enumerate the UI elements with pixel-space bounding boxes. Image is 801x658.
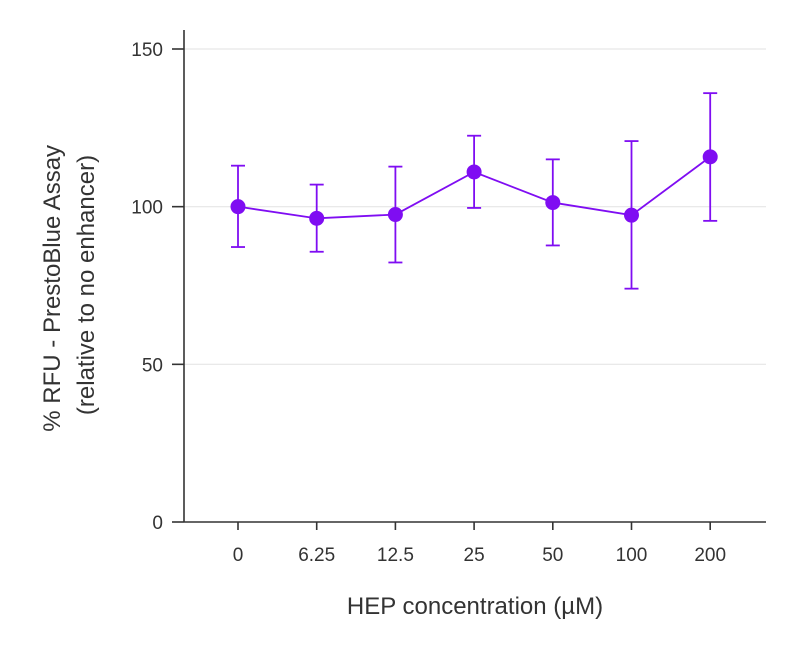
data-point [387, 207, 403, 223]
x-tick-label: 0 [233, 545, 244, 566]
x-axis-ticks: 0 6.25 12.5 25 50 100 200 [233, 522, 726, 566]
y-tick-label: 50 [142, 355, 163, 376]
x-tick-label: 50 [542, 545, 563, 566]
y-tick-label: 0 [152, 513, 163, 534]
y-axis-title-line-2: (relative to no enhancer) [73, 155, 100, 415]
x-axis-title: HEP concentration (µM) [347, 593, 603, 620]
x-tick-label: 25 [464, 545, 485, 566]
y-tick-label: 100 [131, 198, 163, 219]
data-series [230, 149, 718, 226]
data-point [702, 149, 718, 165]
y-axis-ticks: 0 50 100 150 [131, 40, 184, 534]
y-tick-label: 150 [131, 40, 163, 61]
y-axis-title: % RFU - PrestoBlue Assay (relative to no… [39, 138, 100, 431]
data-point [545, 195, 561, 211]
x-tick-label: 100 [616, 545, 648, 566]
error-bars [231, 92, 718, 290]
x-tick-label: 6.25 [298, 545, 335, 566]
y-axis-title-line-1: % RFU - PrestoBlue Assay [39, 145, 66, 432]
data-point [466, 164, 482, 180]
data-point [624, 207, 639, 223]
x-tick-label: 12.5 [377, 545, 414, 566]
data-point [230, 199, 246, 215]
x-tick-label: 200 [694, 545, 726, 566]
data-point [309, 210, 325, 226]
axes [183, 30, 766, 523]
